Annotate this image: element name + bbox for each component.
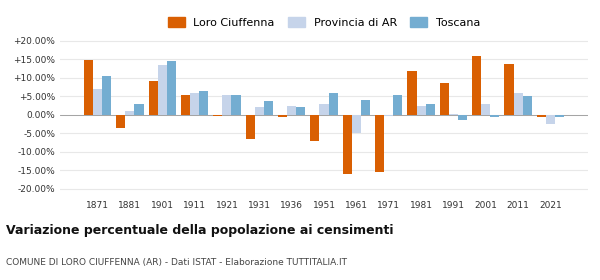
Bar: [116, 115, 125, 128]
Bar: [246, 115, 255, 139]
Bar: [523, 96, 532, 115]
Bar: [214, 115, 223, 116]
Bar: [149, 81, 158, 115]
Bar: [514, 93, 523, 115]
Bar: [393, 95, 402, 115]
Bar: [555, 115, 564, 117]
Bar: [458, 115, 467, 120]
Bar: [490, 115, 499, 117]
Bar: [287, 106, 296, 115]
Bar: [190, 93, 199, 115]
Bar: [278, 115, 287, 117]
Bar: [375, 115, 384, 172]
Bar: [329, 93, 338, 115]
Bar: [134, 104, 143, 115]
Bar: [93, 89, 102, 115]
Bar: [167, 61, 176, 115]
Bar: [416, 106, 425, 115]
Bar: [158, 65, 167, 115]
Bar: [181, 95, 190, 115]
Bar: [125, 111, 134, 115]
Bar: [537, 115, 546, 117]
Bar: [319, 104, 329, 115]
Legend: Loro Ciuffenna, Provincia di AR, Toscana: Loro Ciuffenna, Provincia di AR, Toscana: [166, 15, 482, 30]
Text: Variazione percentuale della popolazione ai censimenti: Variazione percentuale della popolazione…: [6, 224, 394, 237]
Bar: [449, 114, 458, 115]
Bar: [407, 71, 416, 115]
Bar: [472, 56, 481, 115]
Bar: [102, 76, 111, 115]
Bar: [384, 115, 393, 116]
Bar: [361, 100, 370, 115]
Bar: [199, 91, 208, 115]
Bar: [481, 104, 490, 115]
Bar: [255, 108, 264, 115]
Bar: [310, 115, 319, 141]
Bar: [264, 101, 273, 115]
Bar: [546, 115, 555, 124]
Bar: [84, 60, 93, 115]
Bar: [505, 64, 514, 115]
Bar: [296, 108, 305, 115]
Bar: [232, 95, 241, 115]
Text: COMUNE DI LORO CIUFFENNA (AR) - Dati ISTAT - Elaborazione TUTTITALIA.IT: COMUNE DI LORO CIUFFENNA (AR) - Dati IST…: [6, 258, 347, 267]
Bar: [425, 104, 434, 115]
Bar: [352, 115, 361, 133]
Bar: [343, 115, 352, 174]
Bar: [223, 95, 232, 115]
Bar: [440, 83, 449, 115]
